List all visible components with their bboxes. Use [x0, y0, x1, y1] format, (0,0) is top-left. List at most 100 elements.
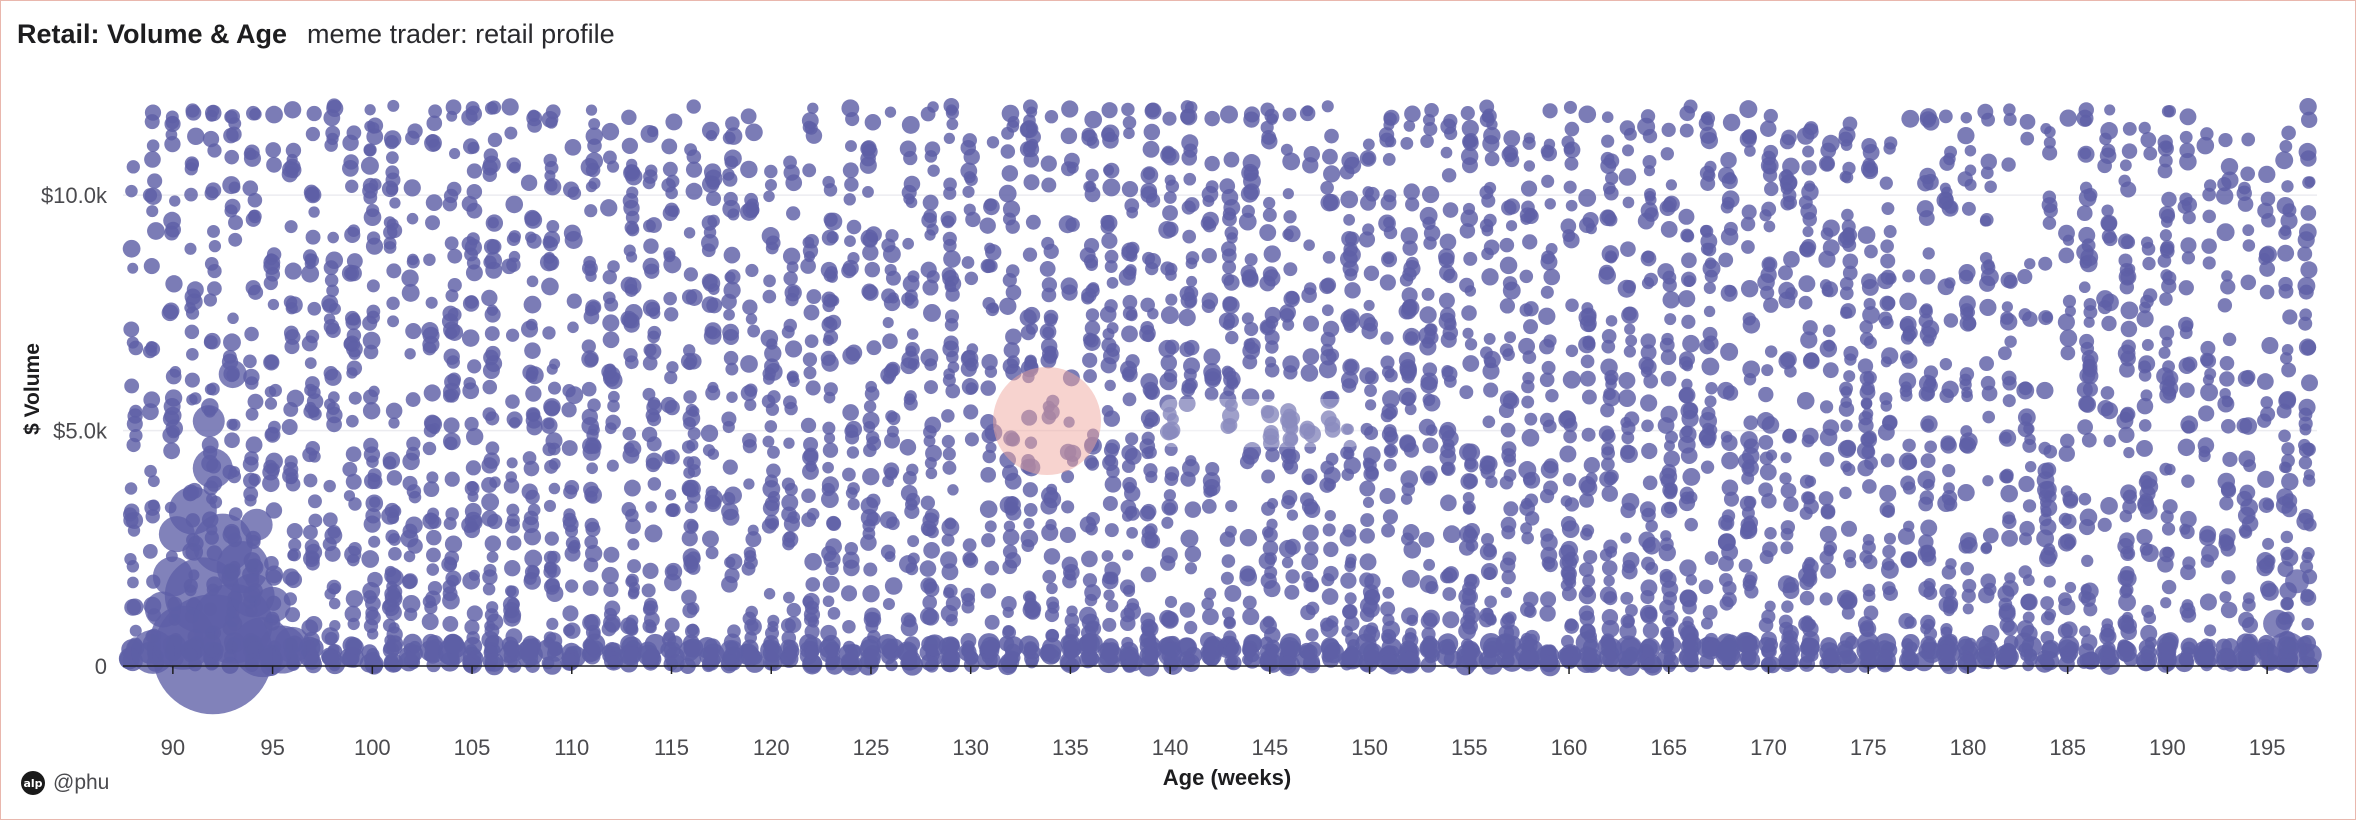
- scatter-point: [1681, 229, 1695, 243]
- scatter-point: [823, 269, 837, 283]
- x-tick-label: 145: [1252, 735, 1289, 760]
- scatter-point: [641, 649, 662, 670]
- scatter-point: [1601, 442, 1615, 456]
- scatter-point: [584, 544, 603, 563]
- scatter-point: [745, 531, 762, 548]
- scatter-point: [1901, 352, 1918, 369]
- scatter-point: [1262, 615, 1275, 628]
- scatter-point: [1922, 638, 1937, 653]
- scatter-point: [1879, 176, 1893, 190]
- scatter-point: [621, 502, 637, 517]
- scatter-point: [1444, 317, 1457, 331]
- scatter-point: [1106, 322, 1119, 334]
- scatter-point: [561, 440, 578, 456]
- scatter-point: [163, 442, 181, 460]
- scatter-point: [1741, 240, 1755, 254]
- scatter-point: [1702, 604, 1718, 620]
- scatter-point: [126, 415, 143, 432]
- scatter-point: [1102, 495, 1118, 511]
- scatter-point: [1979, 275, 1996, 292]
- scatter-point: [1837, 643, 1853, 659]
- scatter-point: [169, 366, 182, 378]
- scatter-point: [843, 559, 860, 577]
- scatter-point: [2279, 225, 2291, 237]
- scatter-point: [896, 641, 918, 663]
- scatter-point: [783, 155, 797, 170]
- scatter-point: [1359, 150, 1377, 167]
- scatter-point: [1603, 591, 1618, 606]
- scatter-point: [1459, 223, 1476, 239]
- scatter-point: [1823, 339, 1836, 352]
- scatter-point: [1744, 145, 1756, 157]
- scatter-point: [485, 441, 500, 456]
- scatter-point: [2197, 437, 2215, 454]
- scatter-point: [2181, 320, 2194, 333]
- scatter-point: [999, 297, 1017, 315]
- scatter-point: [1783, 251, 1800, 268]
- scatter-point: [1841, 219, 1856, 234]
- scatter-point: [806, 289, 822, 304]
- scatter-point: [1041, 287, 1057, 303]
- scatter-point: [1164, 174, 1176, 186]
- scatter-point: [186, 348, 199, 361]
- scatter-point: [2304, 176, 2316, 188]
- scatter-point: [2104, 104, 2116, 116]
- scatter-point: [1063, 563, 1080, 581]
- scatter-point: [224, 198, 241, 215]
- scatter-point: [901, 115, 920, 134]
- scatter-point: [1543, 334, 1557, 348]
- scatter-point: [1422, 393, 1436, 407]
- scatter-point: [1102, 178, 1121, 197]
- scatter-point: [701, 233, 719, 252]
- scatter-point: [1082, 352, 1098, 368]
- scatter-point: [802, 163, 817, 178]
- scatter-point: [2298, 456, 2313, 470]
- scatter-point: [147, 475, 160, 488]
- scatter-point: [721, 411, 737, 427]
- scatter-point: [2120, 301, 2139, 320]
- scatter-point: [486, 239, 502, 255]
- scatter-point: [1900, 475, 1916, 491]
- scatter-point: [184, 288, 202, 305]
- scatter-point: [862, 585, 880, 603]
- scatter-point: [2121, 611, 2134, 624]
- scatter-point: [1283, 225, 1301, 243]
- scatter-point: [1121, 180, 1139, 198]
- scatter-point: [164, 135, 181, 153]
- scatter-point: [1717, 166, 1735, 184]
- scatter-point: [1261, 129, 1277, 145]
- scatter-bubble: [144, 591, 181, 628]
- scatter-point: [1359, 553, 1377, 571]
- scatter-point: [1605, 315, 1618, 327]
- scatter-point: [1979, 356, 1995, 372]
- scatter-point: [1121, 325, 1138, 343]
- scatter-point: [962, 185, 975, 198]
- scatter-point: [2157, 163, 2173, 179]
- scatter-point: [1599, 264, 1615, 280]
- scatter-point: [1763, 144, 1779, 160]
- scatter-point: [1678, 290, 1696, 308]
- scatter-point: [2060, 433, 2075, 449]
- scatter-point: [1101, 405, 1114, 417]
- scatter-point: [1764, 345, 1778, 358]
- scatter-point: [1922, 334, 1935, 347]
- scatter-point: [1503, 501, 1519, 517]
- scatter-point: [224, 149, 240, 165]
- scatter-point: [942, 447, 956, 461]
- x-tick-label: 95: [260, 735, 284, 760]
- x-tick-label: 130: [952, 735, 989, 760]
- scatter-point: [1081, 291, 1095, 305]
- scatter-point: [607, 399, 620, 413]
- scatter-point: [1722, 385, 1739, 401]
- scatter-point: [1381, 523, 1395, 538]
- scatter-point: [2179, 523, 2191, 535]
- scatter-point: [363, 618, 379, 634]
- scatter-point: [2262, 537, 2275, 550]
- scatter-point: [542, 442, 557, 457]
- scatter-point: [1321, 304, 1334, 317]
- scatter-point: [2258, 165, 2276, 183]
- scatter-point: [1637, 212, 1655, 230]
- scatter-point: [504, 560, 521, 577]
- scatter-point: [2198, 449, 2211, 463]
- author-credit[interactable]: alp @phu: [21, 771, 109, 795]
